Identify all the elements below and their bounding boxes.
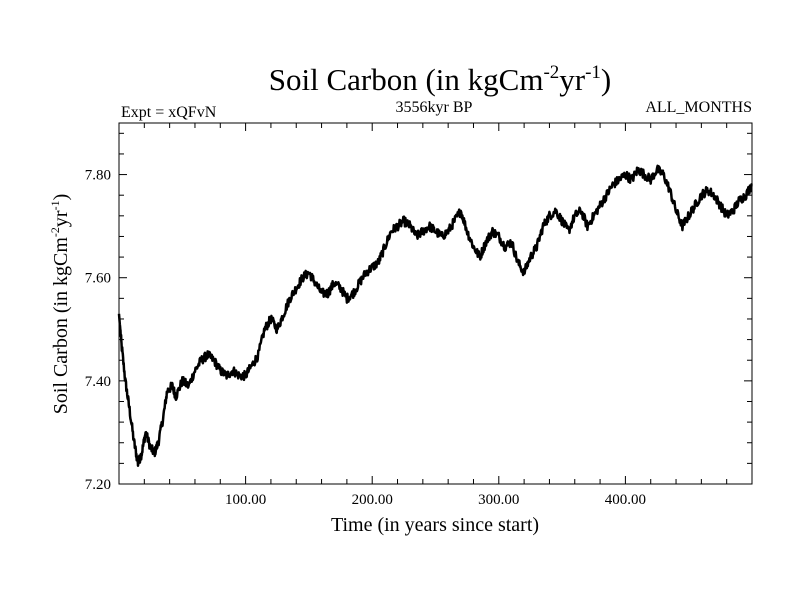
y-axis-label-sup1: -2: [48, 227, 62, 237]
axis-tick-labels: 100.00 200.00 300.00 400.00 7.20 7.40 7.60 7.80: [85, 168, 646, 508]
x-tick-label: 400.00: [605, 492, 646, 508]
plot-frame: [118, 122, 753, 485]
chart-title-sup1: -2: [543, 62, 559, 83]
months-label: ALL_MONTHS: [645, 99, 752, 116]
axis-ticks: [119, 123, 752, 484]
chart-title: Soil Carbon (in kgCm-2yr-1): [269, 62, 612, 97]
chart-title-end: ): [601, 62, 611, 97]
y-axis-label-mid: yr: [50, 210, 72, 227]
chart-title-base: Soil Carbon (in kgCm: [269, 62, 544, 97]
period-label: 3556kyr BP: [396, 99, 473, 116]
y-axis-label-base: Soil Carbon (in kgCm: [50, 237, 72, 415]
y-tick-label: 7.40: [85, 374, 111, 390]
data-line: [117, 164, 753, 467]
experiment-label: Expt = xQFvN: [121, 104, 217, 121]
chart-title-sup2: -1: [585, 62, 601, 83]
x-tick-label: 200.00: [352, 492, 393, 508]
x-tick-label: 100.00: [225, 492, 266, 508]
y-tick-label: 7.20: [85, 477, 111, 493]
y-tick-label: 7.80: [85, 168, 111, 184]
y-tick-label: 7.60: [85, 271, 111, 287]
x-axis-label: Time (in years since start): [331, 514, 539, 536]
y-axis-label-end: ): [50, 194, 72, 201]
y-axis-label-sup2: -1: [48, 200, 62, 210]
y-axis-label: Soil Carbon (in kgCm-2yr-1): [48, 194, 72, 415]
x-tick-label: 300.00: [478, 492, 519, 508]
chart-title-mid: yr: [559, 62, 586, 97]
